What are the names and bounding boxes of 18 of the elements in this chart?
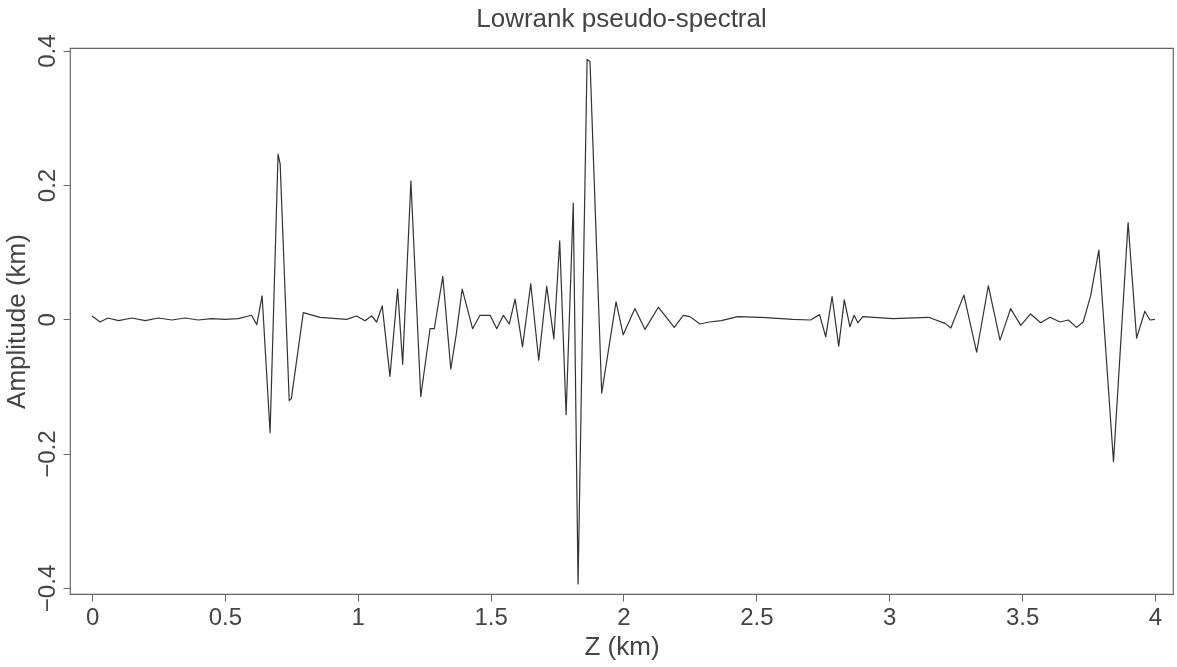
y-tick-label: −0.4 <box>32 564 60 613</box>
x-tick-label: 0 <box>85 602 100 630</box>
x-tick-label: 3 <box>883 602 897 630</box>
x-axis-title: Z (km) <box>584 630 660 661</box>
y-tick-label: 0.4 <box>32 34 60 68</box>
y-tick-label: 0 <box>32 313 60 327</box>
x-tick-label: 0.5 <box>208 602 243 630</box>
chart-title: Lowrank pseudo-spectral <box>476 3 767 33</box>
y-tick-label: −0.2 <box>32 430 60 478</box>
x-tick-label: 3.5 <box>1005 602 1040 630</box>
y-tick-label: 0.2 <box>32 168 60 203</box>
x-tick-label: 4 <box>1148 602 1163 630</box>
x-tick-label: 1.5 <box>474 602 508 630</box>
x-tick-label: 1 <box>351 602 365 630</box>
x-tick-label: 2.5 <box>740 602 774 630</box>
x-tick-label: 2 <box>617 602 631 630</box>
line-series <box>91 58 1156 585</box>
y-axis-title: Amplitude (km) <box>0 234 31 409</box>
